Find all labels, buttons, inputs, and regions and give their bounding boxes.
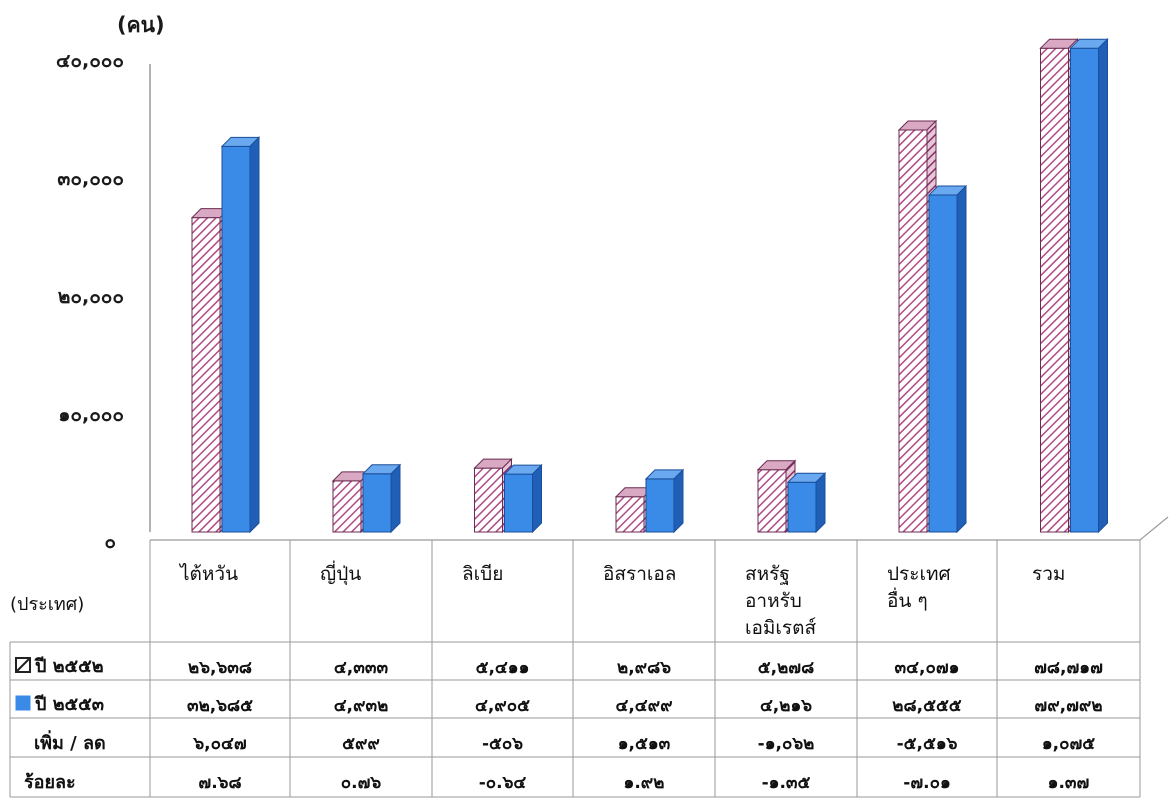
bar-front	[615, 496, 645, 533]
bar-side	[390, 463, 401, 534]
category-label: อาหรับ	[745, 590, 802, 612]
bar-front	[1070, 47, 1099, 533]
category-label: ญี่ปุ่น	[320, 560, 361, 586]
data-label: ๑.๓๗	[1048, 773, 1090, 793]
data-label: ๒,๙๘๖	[617, 658, 671, 678]
data-label: -๗.๐๑	[903, 773, 950, 793]
bar-side	[673, 468, 684, 534]
data-label: ๕๙๙	[342, 734, 380, 754]
bar-side	[815, 472, 826, 534]
data-table: ไต้หวัน ญี่ปุ่น ลิเบีย อิสราเอล สหรัฐอาหรับเ…	[9, 539, 1141, 798]
row-label: เพิ่ม / ลด	[34, 730, 106, 754]
category-label: ไต้หวัน	[178, 563, 238, 585]
data-label: ๑.๙๒	[624, 773, 665, 793]
x-axis-floor-depth	[1139, 516, 1169, 541]
data-label: -๕๐๖	[482, 734, 523, 754]
bar-front	[1040, 47, 1069, 533]
data-label: ๔,๒๑๖	[760, 696, 812, 716]
category-label: ประเทศ	[887, 563, 951, 585]
y-tick-label: ๒๐,๐๐๐	[58, 286, 124, 308]
bar-front	[504, 473, 533, 533]
y-tick-label: ๓๐,๐๐๐	[57, 168, 124, 190]
bar-front	[645, 478, 675, 533]
data-label: ๗๙,๗๙๒	[1034, 696, 1102, 716]
legend-label: ปี ๒๕๕๒	[34, 656, 104, 677]
bar-front	[928, 194, 958, 533]
bar	[220, 136, 261, 534]
bar	[1069, 37, 1109, 534]
data-label: ๑,๕๑๓	[618, 734, 671, 754]
row-label: ร้อยละ	[24, 772, 76, 793]
data-label: ๗๘,๗๑๗	[1034, 658, 1103, 678]
bar-side	[532, 463, 542, 534]
bar-front	[221, 145, 251, 533]
legend-swatch-hatch	[15, 657, 31, 673]
y-tick-label: ๑๐,๐๐๐	[58, 404, 124, 426]
bar-front	[191, 217, 221, 533]
category-label: อื่น ๆ	[887, 587, 928, 612]
y-tick-label: ๐	[104, 531, 116, 553]
data-label: ๔,๓๓๓	[334, 658, 389, 678]
data-label: -๐.๖๔	[479, 773, 527, 793]
category-label: สหรัฐ	[745, 563, 790, 585]
y-unit-label: (คน)	[117, 13, 165, 37]
data-label: ๔,๙๐๕	[475, 696, 530, 716]
data-label: ๑,๐๗๕	[1042, 734, 1095, 754]
data-label: ๒๖,๖๓๘	[188, 658, 252, 678]
data-label: ๗.๖๘	[198, 773, 241, 793]
data-label: ๕,๒๗๘	[758, 658, 814, 678]
data-label: ๔,๙๓๒	[334, 696, 389, 716]
bar	[786, 472, 827, 534]
y-tick-label: ๔๐,๐๐๐	[56, 50, 124, 72]
bar	[644, 468, 685, 534]
data-label: ๒๘,๕๕๕	[892, 696, 962, 716]
category-label: ลิเบีย	[462, 563, 503, 585]
data-label: -๑.๓๕	[762, 773, 811, 793]
data-label: ๕,๔๑๑	[476, 658, 530, 678]
x-axis-label: (ประเทศ)	[10, 594, 84, 615]
legend-swatch	[15, 695, 31, 711]
bar-side	[956, 184, 967, 534]
bar-front	[332, 480, 362, 533]
bar-front	[757, 469, 787, 533]
bar-front	[474, 467, 503, 533]
data-label: ๓๔,๐๗๑	[895, 658, 960, 678]
bar-front	[787, 481, 817, 533]
legend-label: ปี ๒๕๕๓	[34, 694, 104, 715]
bar-side	[1098, 37, 1108, 534]
bar-side	[249, 136, 260, 534]
bar-front	[362, 473, 392, 533]
data-label: ๐.๗๖	[341, 773, 382, 793]
bars	[190, 37, 1109, 534]
data-label: -๕,๕๑๖	[897, 734, 958, 754]
bar-front	[898, 129, 928, 533]
data-label: ๔,๔๙๙	[615, 696, 672, 716]
category-label: รวม	[1032, 563, 1065, 585]
data-label: ๓๒,๖๘๕	[187, 696, 253, 716]
category-label: อิสราเอล	[603, 563, 676, 585]
bar	[927, 184, 968, 534]
data-label: ๖,๐๔๗	[192, 734, 246, 754]
bar	[503, 463, 543, 534]
data-label: -๑,๐๖๒	[758, 734, 815, 754]
bar	[361, 463, 402, 534]
category-label: เอมิเรตส์	[745, 617, 816, 639]
